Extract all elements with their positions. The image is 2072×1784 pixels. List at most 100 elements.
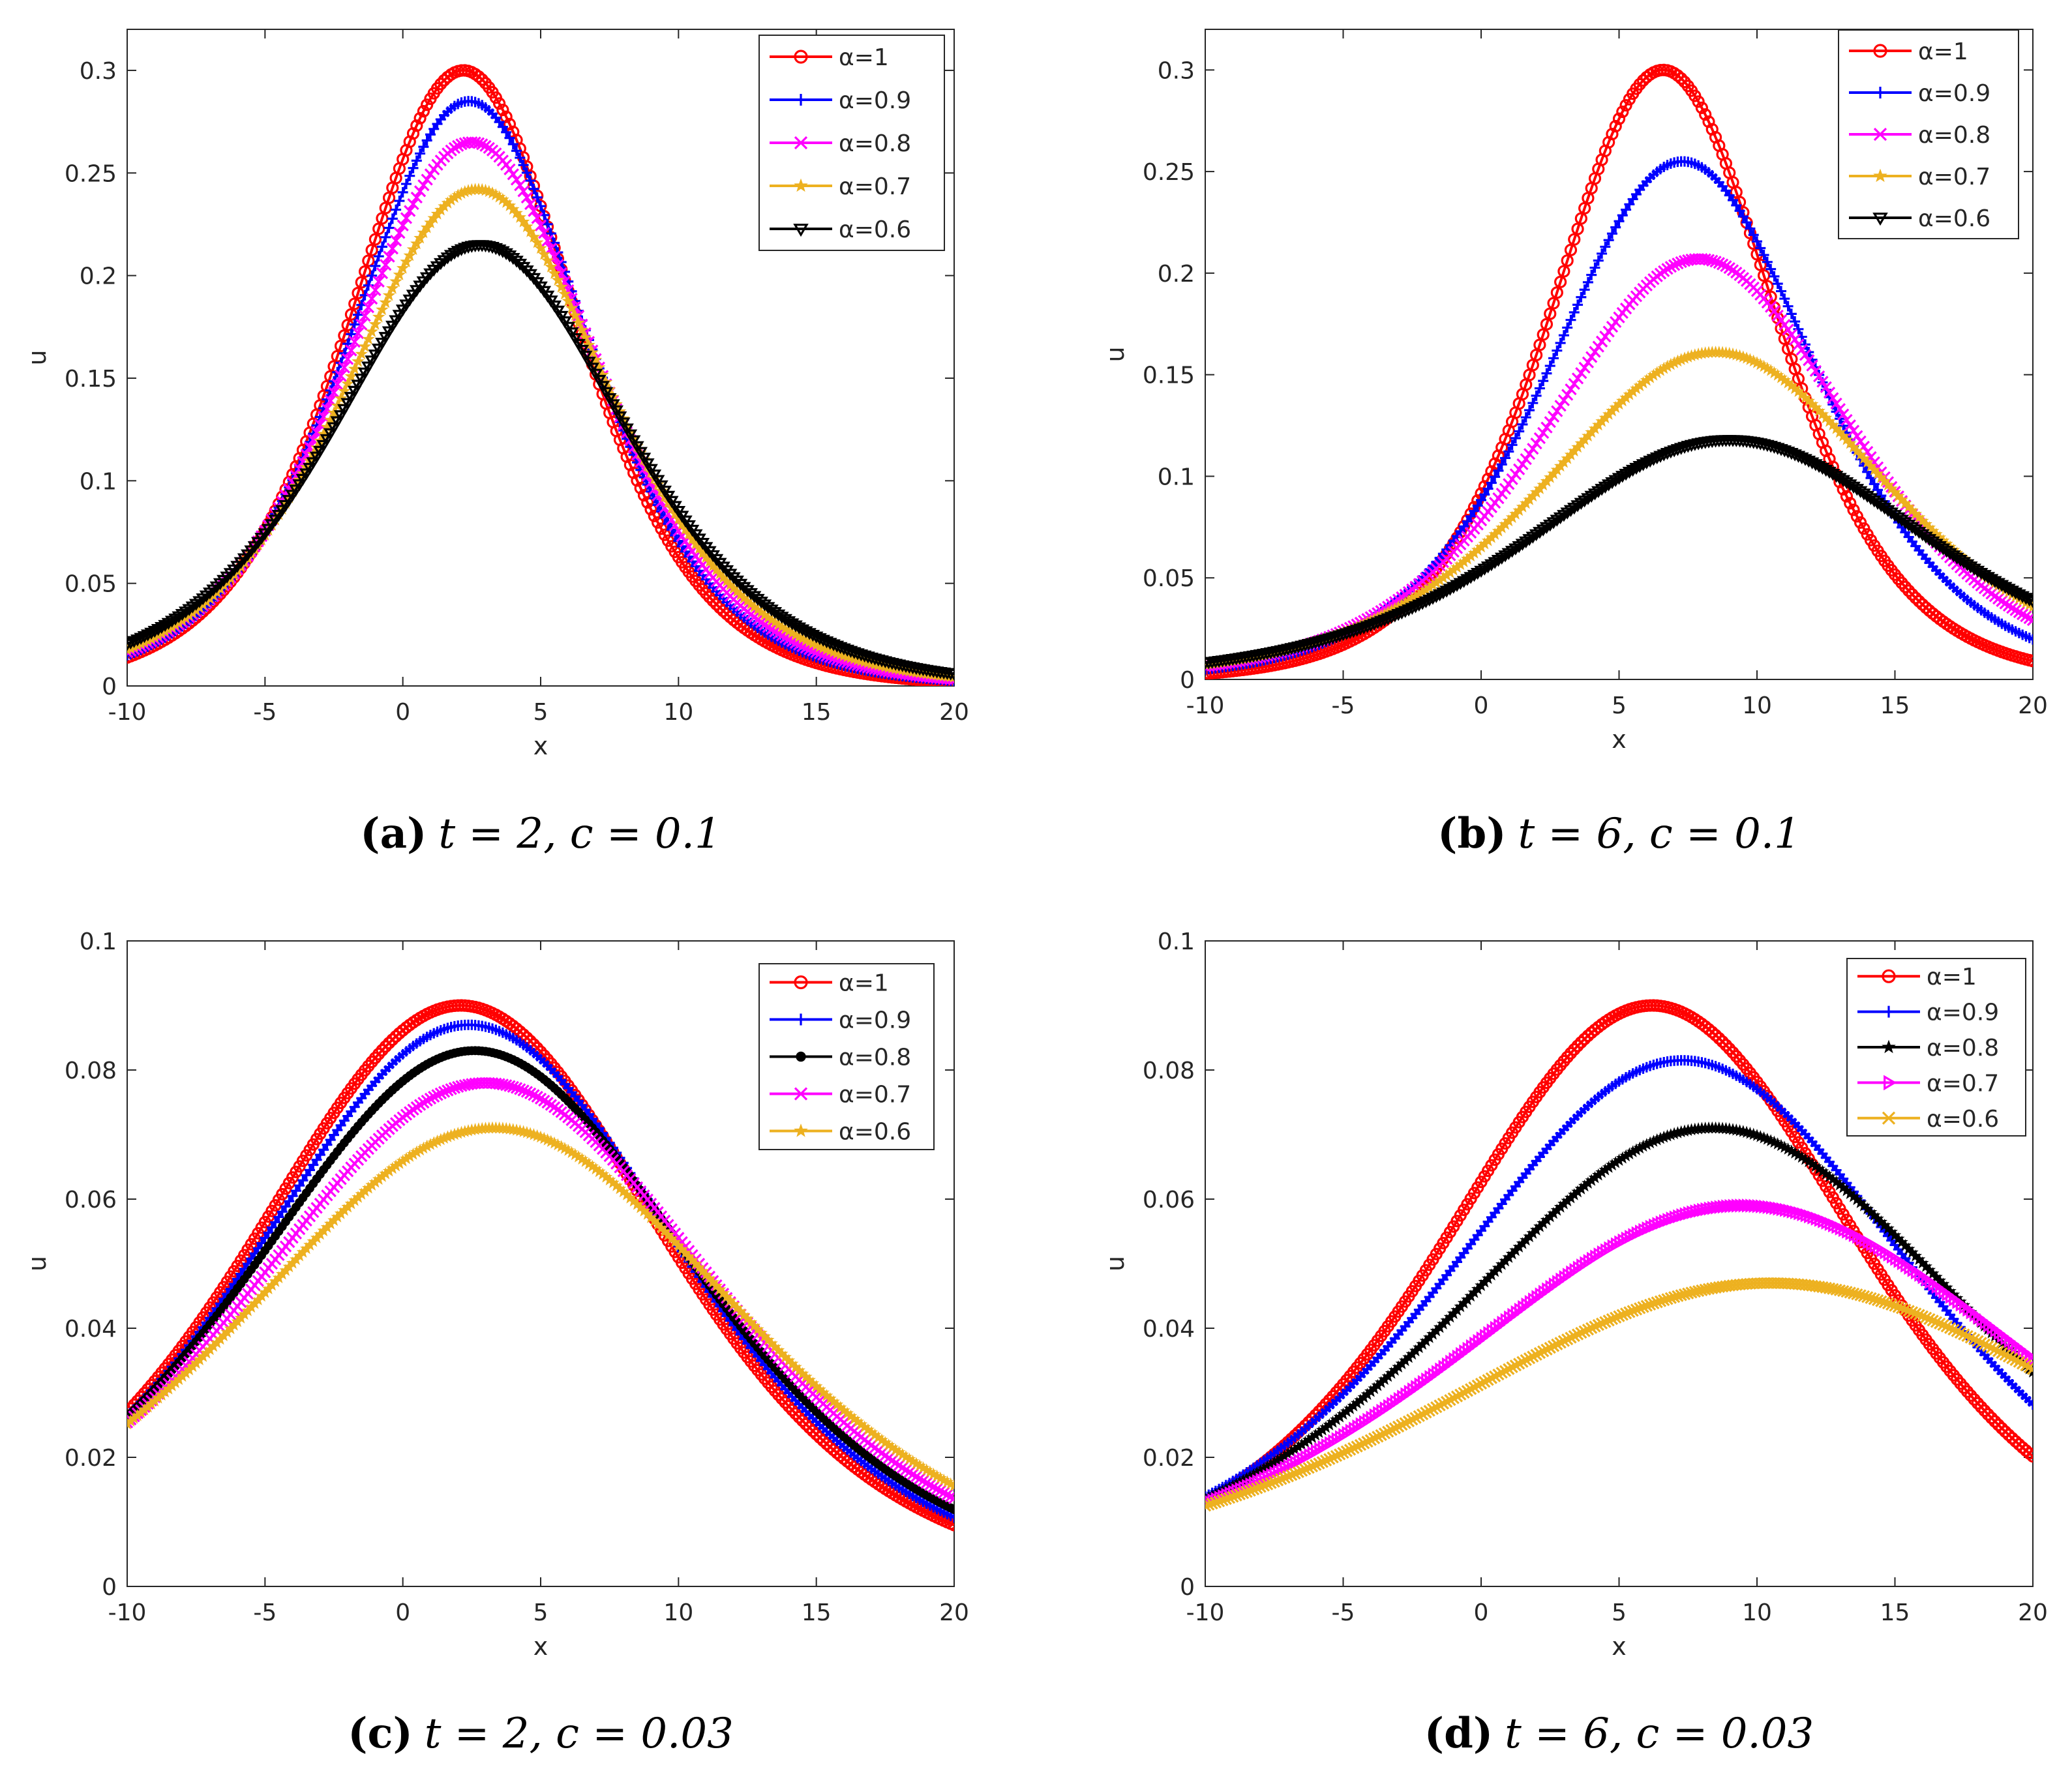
caption-letter: (b) [1437, 809, 1506, 858]
series-path [127, 1004, 954, 1526]
legend-item-3: α=0.8 [1849, 122, 1990, 149]
data-point [309, 451, 324, 464]
y-tick-label: 0.15 [65, 366, 117, 393]
legend-label: α=1 [1918, 38, 1968, 65]
subfigure-caption: (b) t = 6, c = 0.1 [1437, 809, 1801, 858]
series-line-5 [1205, 1277, 2033, 1512]
y-tick-label: 0.02 [65, 1445, 117, 1472]
y-tick-label: 0.15 [1143, 363, 1195, 389]
legend-marker [795, 1013, 807, 1026]
legend-label: α=0.9 [1918, 80, 1990, 107]
data-point [379, 1040, 392, 1053]
data-point [351, 379, 365, 392]
legend-label: α=0.7 [839, 173, 911, 200]
y-tick-label: 0.2 [80, 263, 117, 290]
series-path [127, 1049, 954, 1511]
data-point [1719, 1039, 1733, 1052]
data-point [434, 78, 447, 91]
y-axis-label: u [23, 1256, 52, 1271]
series-line-5 [127, 1121, 954, 1492]
x-tick-label: 20 [2018, 692, 2048, 719]
data-point [2028, 1399, 2033, 1410]
data-point [612, 411, 627, 424]
data-point [592, 374, 607, 387]
data-point [1557, 265, 1570, 278]
y-tick-label: 0.1 [80, 468, 117, 495]
data-point [1612, 112, 1626, 125]
legend-label: α=1 [839, 970, 889, 997]
series-path [127, 1023, 954, 1519]
legend-item-1: α=1 [770, 44, 889, 71]
data-point [796, 1414, 809, 1427]
series-path [1205, 1004, 2033, 1504]
data-point [357, 367, 372, 380]
data-point [348, 297, 361, 310]
data-point [1999, 1425, 2012, 1438]
x-tick-label: 5 [1612, 692, 1627, 719]
data-point [578, 350, 593, 363]
data-point [599, 387, 614, 399]
legend-item-3: α=0.8 [770, 130, 911, 157]
data-point [637, 453, 652, 465]
data-point [1616, 105, 1629, 119]
series-line-5 [1205, 435, 2033, 670]
data-point [368, 233, 382, 246]
data-point [2028, 634, 2033, 645]
data-point [1695, 101, 1708, 114]
data-point [513, 1025, 526, 1038]
data-point [641, 496, 654, 509]
series-line-5 [127, 240, 954, 681]
legend: α=1α=0.9α=0.8α=0.7α=0.6 [758, 963, 935, 1150]
legend-marker [1874, 87, 1886, 98]
data-point [2023, 1447, 2033, 1460]
data-point [644, 503, 657, 516]
data-point [1981, 1408, 1994, 1421]
data-point [517, 1028, 530, 1041]
data-point [1547, 297, 1560, 310]
caption-letter: (c) [348, 1709, 413, 1758]
data-point [292, 479, 307, 492]
data-point [2002, 1429, 2015, 1442]
x-tick-label: -5 [1332, 692, 1355, 719]
y-tick-label: 0.05 [65, 571, 117, 598]
x-tick-label: 5 [533, 699, 548, 726]
legend-marker [794, 1123, 808, 1137]
data-point [362, 254, 375, 267]
y-tick-label: 0.02 [1143, 1445, 1195, 1472]
data-point [323, 428, 338, 441]
legend-item-2: α=0.9 [1849, 80, 1990, 107]
data-point [634, 481, 647, 495]
x-tick-label: 15 [1880, 692, 1910, 719]
data-point [1971, 1397, 1984, 1410]
chart-panel-1: -10 -5 0 5 10 15 2000.050.10.150.20.250.3xuα=1… [23, 29, 969, 858]
data-point [2026, 614, 2033, 627]
caption-text: t = 6, c = 0.1 [1518, 810, 1800, 858]
series-line-1 [1205, 63, 2033, 679]
y-tick-label: 0.1 [1158, 929, 1195, 955]
x-tick-label: 10 [1742, 1599, 1772, 1626]
series-line-4 [1205, 1198, 2033, 1508]
data-point [410, 119, 423, 132]
data-point [282, 495, 297, 507]
data-point [588, 368, 603, 381]
data-point [1912, 595, 1926, 608]
data-point [372, 1047, 385, 1061]
data-point [620, 423, 634, 436]
legend-marker [1873, 127, 1887, 141]
data-point [616, 417, 631, 430]
y-tick-label: 0.3 [1158, 57, 1195, 84]
y-tick-label: 0.06 [65, 1187, 117, 1213]
data-point [1692, 95, 1705, 108]
data-point [382, 1037, 396, 1050]
legend-item-4: α=0.7 [770, 1082, 911, 1108]
data-point [1571, 1039, 1584, 1052]
legend-item-1: α=1 [1849, 38, 1968, 65]
caption-letter: (a) [360, 809, 427, 858]
y-tick-label: 0.1 [80, 929, 117, 955]
y-tick-label: 0.25 [65, 160, 117, 187]
y-tick-label: 0.2 [1158, 261, 1195, 288]
y-tick-label: 0.06 [1143, 1187, 1195, 1213]
legend-item-4: α=0.7 [770, 173, 911, 200]
data-point [337, 404, 352, 417]
y-tick-label: 0 [1180, 1574, 1195, 1601]
